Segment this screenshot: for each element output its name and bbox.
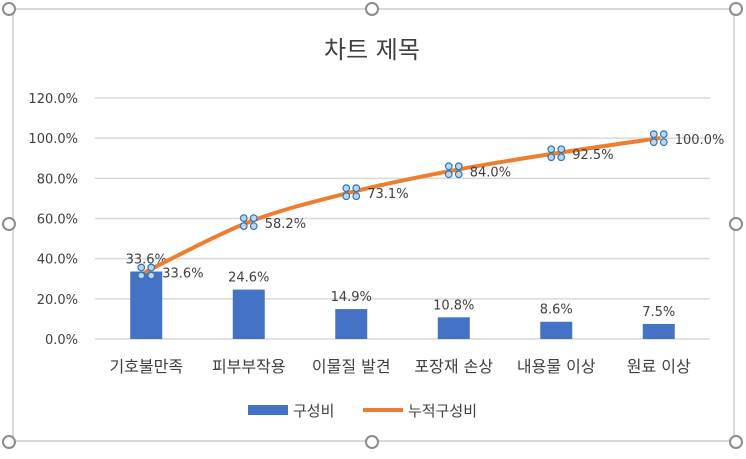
line-data-label[interactable]: 100.0% — [675, 133, 725, 148]
selection-handle-icon[interactable] — [659, 130, 668, 139]
x-tick-label: 내용물 이상 — [517, 357, 596, 376]
y-tick-label: 0.0% — [45, 333, 78, 348]
selection-handle-icon[interactable] — [352, 192, 361, 201]
selection-handle-icon[interactable] — [249, 222, 258, 231]
bar[interactable] — [232, 289, 265, 339]
bar[interactable] — [335, 309, 368, 339]
selection-handle-icon[interactable] — [239, 222, 248, 231]
selection-handle-icon[interactable] — [444, 162, 453, 171]
resize-handle-icon[interactable] — [365, 435, 379, 449]
selection-handle-icon[interactable] — [547, 153, 556, 162]
selection-handle-icon[interactable] — [342, 184, 351, 193]
line-data-label[interactable]: 58.2% — [265, 217, 306, 232]
y-tick-label: 60.0% — [37, 213, 78, 228]
bar-data-label[interactable]: 33.6% — [126, 253, 167, 268]
x-tick-label: 피부부작용 — [212, 357, 286, 376]
y-tick-label: 100.0% — [28, 132, 78, 147]
line-data-label[interactable]: 84.0% — [470, 165, 511, 180]
legend-label-bar: 구성비 — [293, 402, 334, 420]
chart-border[interactable] — [12, 8, 735, 442]
y-tick-label: 120.0% — [28, 92, 78, 107]
selection-handle-icon[interactable] — [659, 138, 668, 147]
selection-handle-icon[interactable] — [342, 192, 351, 201]
bar-data-label[interactable]: 10.8% — [433, 298, 474, 313]
y-tick-label: 80.0% — [37, 172, 78, 187]
cumulative-line[interactable] — [144, 136, 661, 274]
resize-handle-icon[interactable] — [365, 2, 379, 16]
bar-data-label[interactable]: 7.5% — [642, 305, 675, 320]
selection-handle-icon[interactable] — [137, 263, 146, 272]
selection-handle-icon[interactable] — [352, 184, 361, 193]
legend-label-line: 누적구성비 — [408, 402, 477, 420]
chart-title[interactable]: 차트 제목 — [324, 36, 420, 64]
line-data-label[interactable]: 33.6% — [162, 267, 203, 282]
selection-handle-icon[interactable] — [454, 170, 463, 179]
resize-handle-icon[interactable] — [729, 435, 743, 449]
bar[interactable] — [540, 321, 573, 339]
bar-data-label[interactable]: 8.6% — [540, 303, 573, 318]
line-point-selection[interactable] — [137, 263, 156, 280]
bar[interactable] — [130, 271, 163, 339]
bar[interactable] — [642, 323, 675, 339]
selection-handle-icon[interactable] — [444, 170, 453, 179]
bar-data-label[interactable]: 14.9% — [331, 290, 372, 305]
y-tick-label: 20.0% — [37, 293, 78, 308]
line-data-label[interactable]: 73.1% — [367, 187, 408, 202]
selection-handle-icon[interactable] — [147, 271, 156, 280]
line-point-selection[interactable] — [547, 145, 566, 162]
x-tick-label: 기호불만족 — [109, 357, 183, 376]
line-data-label[interactable]: 92.5% — [572, 148, 613, 163]
x-tick-label: 포장재 손상 — [414, 357, 493, 376]
resize-handle-icon[interactable] — [2, 217, 16, 231]
legend-swatch-bar — [248, 405, 288, 415]
line-point-selection[interactable] — [342, 184, 361, 201]
selection-handle-icon[interactable] — [249, 214, 258, 223]
resize-handle-icon[interactable] — [2, 435, 16, 449]
x-tick-label: 이물질 발견 — [312, 357, 391, 376]
line-point-selection[interactable] — [649, 130, 668, 147]
selection-handle-icon[interactable] — [147, 263, 156, 272]
line-point-selection[interactable] — [239, 214, 258, 231]
selection-handle-icon[interactable] — [649, 138, 658, 147]
selection-handle-icon[interactable] — [547, 145, 556, 154]
resize-handle-icon[interactable] — [729, 2, 743, 16]
selection-handle-icon[interactable] — [137, 271, 146, 280]
selection-handle-icon[interactable] — [557, 145, 566, 154]
selection-handle-icon[interactable] — [557, 153, 566, 162]
selection-handle-icon[interactable] — [239, 214, 248, 223]
y-tick-label: 40.0% — [37, 253, 78, 268]
selection-handle-icon[interactable] — [649, 130, 658, 139]
bar[interactable] — [437, 317, 470, 339]
bar-data-label[interactable]: 24.6% — [228, 271, 269, 286]
legend[interactable]: 구성비 누적구성비 — [248, 402, 477, 420]
resize-handle-icon[interactable] — [729, 217, 743, 231]
line-point-selection[interactable] — [444, 162, 463, 179]
selection-handle-icon[interactable] — [454, 162, 463, 171]
resize-handle-icon[interactable] — [2, 2, 16, 16]
x-tick-label: 원료 이상 — [627, 357, 691, 376]
